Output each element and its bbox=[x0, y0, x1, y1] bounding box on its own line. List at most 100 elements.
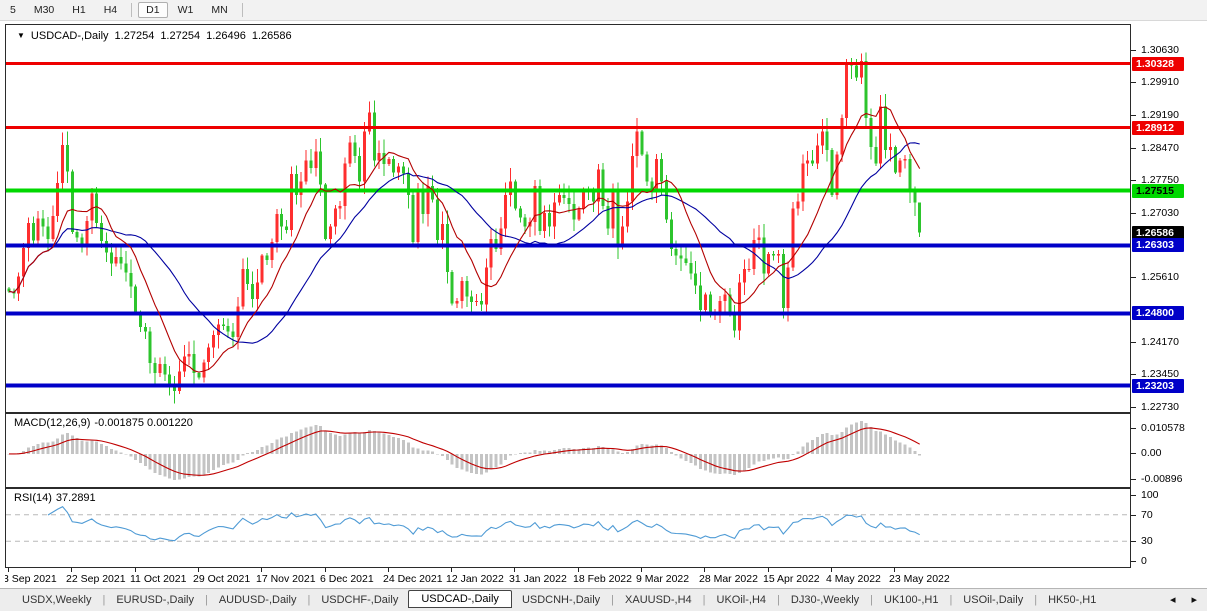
chart-symbol-label: USDCAD-,Daily bbox=[30, 30, 109, 42]
date-tick bbox=[388, 568, 389, 572]
price-tick-label: 1.23450 bbox=[1141, 368, 1179, 381]
chart-title: ▼ USDCAD-,Daily 1.27254 1.27254 1.26496 1.265… bbox=[17, 30, 292, 42]
macd-histogram bbox=[7, 421, 922, 480]
tab-separator: | bbox=[1034, 594, 1038, 606]
tab-usdcad-daily[interactable]: USDCAD-,Daily bbox=[408, 590, 512, 608]
date-label: 24 Dec 2021 bbox=[383, 573, 443, 585]
horizontal-line[interactable] bbox=[6, 126, 1130, 129]
date-tick bbox=[8, 568, 9, 572]
ohlc-close: 1.26586 bbox=[251, 30, 292, 42]
date-axis[interactable]: 3 Sep 2021 22 Sep 2021 11 Oct 2021 29 Oct 2… bbox=[5, 568, 1131, 587]
date-label: 15 Apr 2022 bbox=[763, 573, 820, 585]
date-label: 29 Oct 2021 bbox=[193, 573, 251, 585]
rsi-axis-label: 100 bbox=[1141, 489, 1159, 501]
axis-tick bbox=[1131, 541, 1136, 542]
horizontal-line[interactable] bbox=[6, 243, 1130, 248]
period-button-h4[interactable]: H4 bbox=[103, 4, 118, 16]
period-button-m30[interactable]: M30 bbox=[33, 4, 55, 16]
tab-separator: | bbox=[870, 594, 874, 606]
axis-tick bbox=[1131, 407, 1136, 408]
price-tick-label: 1.29190 bbox=[1141, 108, 1179, 121]
price-tick-label: 1.30630 bbox=[1141, 43, 1179, 56]
date-label: 23 May 2022 bbox=[889, 573, 950, 585]
tab-dj30-weekly[interactable]: DJ30-,Weekly bbox=[790, 594, 860, 606]
tab-scroll-left-icon[interactable]: ◂ bbox=[1169, 594, 1176, 606]
macd-axis-label: -0.00896 bbox=[1141, 473, 1183, 485]
rsi-values: 37.2891 bbox=[55, 492, 96, 504]
price-tag: 1.27515 bbox=[1132, 183, 1184, 198]
macd-axis-label: 0.010578 bbox=[1141, 422, 1185, 434]
tab-hk50-h1[interactable]: HK50-,H1 bbox=[1048, 594, 1097, 606]
tab-scroll-arrows: ◂ ▸ bbox=[1170, 593, 1197, 606]
date-label: 31 Jan 2022 bbox=[509, 573, 567, 585]
main-chart-plot[interactable] bbox=[6, 25, 1130, 412]
period-button-5[interactable]: 5 bbox=[10, 4, 16, 16]
rsi-plot[interactable] bbox=[6, 489, 1130, 567]
price-scale-axis[interactable]: 1.30630 1.29910 1.29190 1.28470 1.27750 1.270… bbox=[1131, 24, 1207, 568]
date-tick bbox=[325, 568, 326, 572]
period-button-w1[interactable]: W1 bbox=[177, 4, 194, 16]
tab-uk100-h1[interactable]: UK100-,H1 bbox=[884, 594, 939, 606]
date-label: 17 Nov 2021 bbox=[256, 573, 316, 585]
chart-tabs: USDX,Weekly | EURUSD-,Daily | AUDUSD-,Daily |… bbox=[12, 590, 1106, 609]
horizontal-line[interactable] bbox=[6, 383, 1130, 388]
price-tick-label: 1.29910 bbox=[1141, 76, 1179, 89]
price-tag: 1.23203 bbox=[1132, 378, 1184, 393]
rsi-name: RSI(14) bbox=[14, 492, 52, 504]
tab-separator: | bbox=[611, 594, 615, 606]
tab-eurusd-daily[interactable]: EURUSD-,Daily bbox=[116, 594, 194, 606]
price-tick-label: 1.22730 bbox=[1141, 401, 1179, 414]
horizontal-line[interactable] bbox=[6, 188, 1130, 193]
rsi-line bbox=[47, 506, 920, 542]
period-button-d1[interactable]: D1 bbox=[138, 2, 168, 18]
date-label: 3 Sep 2021 bbox=[5, 573, 57, 585]
tab-scroll-right-icon[interactable]: ▸ bbox=[1191, 594, 1197, 606]
price-tag: 1.30328 bbox=[1132, 56, 1184, 71]
price-tick-label: 1.24170 bbox=[1141, 335, 1179, 348]
date-tick bbox=[261, 568, 262, 572]
ohlc-open: 1.27254 bbox=[114, 30, 155, 42]
tab-audusd-daily[interactable]: AUDUSD-,Daily bbox=[218, 594, 297, 606]
chart-tabbar: USDX,Weekly | EURUSD-,Daily | AUDUSD-,Daily |… bbox=[0, 588, 1207, 611]
tab-ukoil-h4[interactable]: UKOil-,H4 bbox=[716, 594, 767, 606]
ohlc-low: 1.26496 bbox=[206, 30, 246, 42]
axis-tick bbox=[1131, 515, 1136, 516]
date-label: 6 Dec 2021 bbox=[320, 573, 374, 585]
toolbar-separator bbox=[241, 3, 243, 17]
date-tick bbox=[894, 568, 895, 572]
period-button-h1[interactable]: H1 bbox=[72, 4, 86, 16]
rsi-label: RSI(14) 37.2891 bbox=[14, 492, 100, 504]
macd-name: MACD(12,26,9) bbox=[14, 417, 91, 429]
candles bbox=[7, 52, 922, 404]
axis-tick bbox=[1131, 115, 1136, 116]
horizontal-line[interactable] bbox=[6, 311, 1130, 316]
horizontal-line[interactable] bbox=[6, 62, 1130, 65]
tab-usdchf-daily[interactable]: USDCHF-,Daily bbox=[321, 594, 399, 606]
date-tick bbox=[71, 568, 72, 572]
tab-usdx-weekly[interactable]: USDX,Weekly bbox=[22, 594, 92, 606]
tab-separator: | bbox=[949, 594, 953, 606]
price-tag: 1.24800 bbox=[1132, 306, 1184, 321]
tab-usdcnh-daily[interactable]: USDCNH-,Daily bbox=[521, 594, 601, 606]
period-button-mn[interactable]: MN bbox=[211, 4, 228, 16]
macd-signal-line bbox=[9, 427, 920, 476]
date-label: 11 Oct 2021 bbox=[130, 573, 187, 585]
chart-dropdown-icon: ▼ bbox=[17, 31, 25, 40]
tab-usoil-daily[interactable]: USOil-,Daily bbox=[963, 594, 1024, 606]
ma-fast-line bbox=[8, 106, 921, 373]
tab-separator: | bbox=[702, 594, 706, 606]
date-label: 28 Mar 2022 bbox=[699, 573, 758, 585]
date-tick bbox=[198, 568, 199, 572]
date-label: 22 Sep 2021 bbox=[66, 573, 126, 585]
axis-tick bbox=[1131, 561, 1136, 562]
rsi-axis-label: 30 bbox=[1141, 535, 1153, 548]
price-tag: 1.28912 bbox=[1132, 120, 1184, 135]
date-label: 9 Mar 2022 bbox=[636, 573, 690, 585]
date-tick bbox=[704, 568, 705, 572]
rsi-axis-label: 0 bbox=[1141, 555, 1147, 567]
tab-xauusd-h4[interactable]: XAUUSD-,H4 bbox=[625, 594, 692, 606]
toolbar-separator bbox=[131, 3, 133, 17]
macd-plot[interactable] bbox=[6, 414, 1130, 487]
price-tag: 1.26303 bbox=[1132, 238, 1184, 253]
axis-tick bbox=[1131, 50, 1136, 51]
